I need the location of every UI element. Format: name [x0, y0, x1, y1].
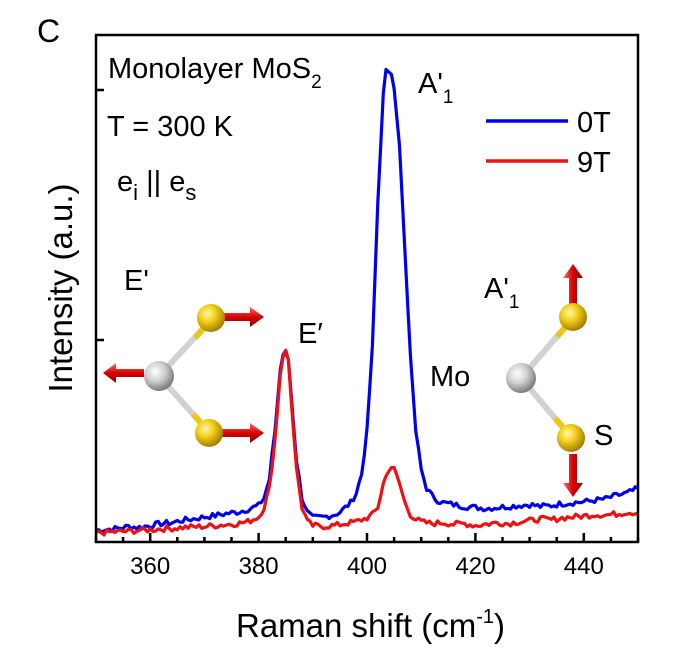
x-tick-label: 420	[455, 553, 495, 580]
x-axis-ticks: 360 380 400 420 440	[94, 533, 640, 580]
atom-label-Mo: Mo	[430, 361, 470, 393]
temperature-label: T = 300 K	[107, 111, 234, 143]
plot-area	[96, 67, 638, 537]
x-tick-label: 440	[564, 553, 604, 580]
arrow-right-icon	[222, 307, 264, 327]
mode-label-A1: A'1	[484, 273, 519, 313]
s-atom-icon	[197, 304, 225, 332]
x-tick-label: 360	[130, 553, 170, 580]
x-tick-label: 380	[239, 553, 279, 580]
polarization-label: ei || es	[117, 166, 196, 205]
s-atom-icon	[559, 303, 587, 331]
sample-label: Monolayer MoS2	[108, 53, 322, 93]
legend-label-9T: 9T	[577, 147, 611, 179]
atom-label-S: S	[594, 420, 613, 452]
legend-label-0T: 0T	[577, 107, 611, 139]
arrow-down-icon	[563, 454, 583, 497]
x-tick-label: 400	[347, 553, 387, 580]
panel-label: C	[37, 13, 60, 49]
y-axis-title: Intensity (a.u.)	[42, 183, 79, 392]
s-atom-icon	[557, 424, 585, 452]
legend: 0T 9T	[486, 107, 611, 179]
mo-atom-icon	[506, 363, 536, 393]
arrow-left-icon	[103, 363, 144, 383]
mode-diagram-E: E'	[103, 265, 264, 447]
mode-diagram-A1: A'1 Mo S	[430, 264, 613, 497]
mo-atom-icon	[144, 361, 174, 391]
x-axis-title: Raman shift (cm-1)	[236, 606, 505, 644]
series-line-9T	[96, 348, 638, 537]
peak-label-E: E′	[298, 318, 323, 350]
mode-label-E: E'	[124, 265, 149, 297]
peak-label-A1: A'1	[418, 68, 453, 108]
arrow-up-icon	[563, 264, 583, 304]
s-atom-icon	[195, 419, 223, 447]
series-line-0T	[96, 67, 638, 534]
arrow-right-icon	[222, 423, 264, 443]
